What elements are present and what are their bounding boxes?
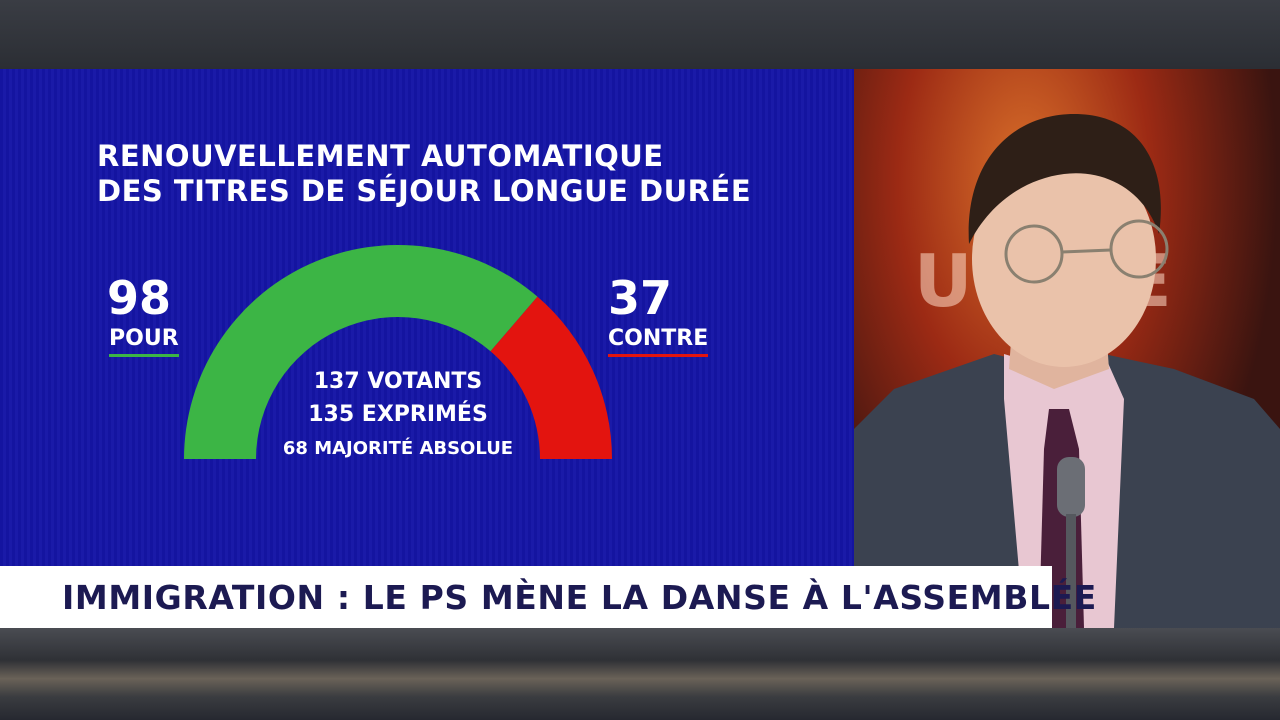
exprimes-count: 135 EXPRIMÉS — [308, 402, 488, 427]
top-frame-bar — [0, 0, 1280, 69]
pour-label: POUR — [109, 327, 179, 357]
headline-banner: IMMIGRATION : LE PS MÈNE LA DANSE À L'AS… — [0, 566, 1096, 628]
graphic-title-line1: RENOUVELLEMENT AUTOMATIQUE — [97, 139, 664, 173]
gauge-segment-pour — [184, 245, 538, 459]
pour-count: 98 — [107, 271, 172, 325]
vote-gauge — [184, 245, 612, 459]
graphic-title: RENOUVELLEMENT AUTOMATIQUE DES TITRES DE… — [97, 139, 751, 209]
guest-speaker — [854, 114, 1280, 628]
headline-text: IMMIGRATION : LE PS MÈNE LA DANSE À L'AS… — [62, 578, 1097, 617]
votants-count: 137 VOTANTS — [313, 369, 483, 394]
vote-result-graphic: RENOUVELLEMENT AUTOMATIQUE DES TITRES DE… — [0, 69, 854, 566]
majorite-absolue: 68 MAJORITÉ ABSOLUE — [282, 438, 514, 459]
gauge-segment-contre — [490, 296, 612, 459]
contre-label: CONTRE — [608, 327, 709, 357]
studio-camera-view: UE — [854, 69, 1280, 628]
bottom-frame-bar — [0, 628, 1280, 720]
contre-count: 37 — [608, 271, 673, 325]
graphic-title-line2: DES TITRES DE SÉJOUR LONGUE DURÉE — [97, 174, 752, 208]
banner-studio-overlap — [1052, 566, 1280, 628]
